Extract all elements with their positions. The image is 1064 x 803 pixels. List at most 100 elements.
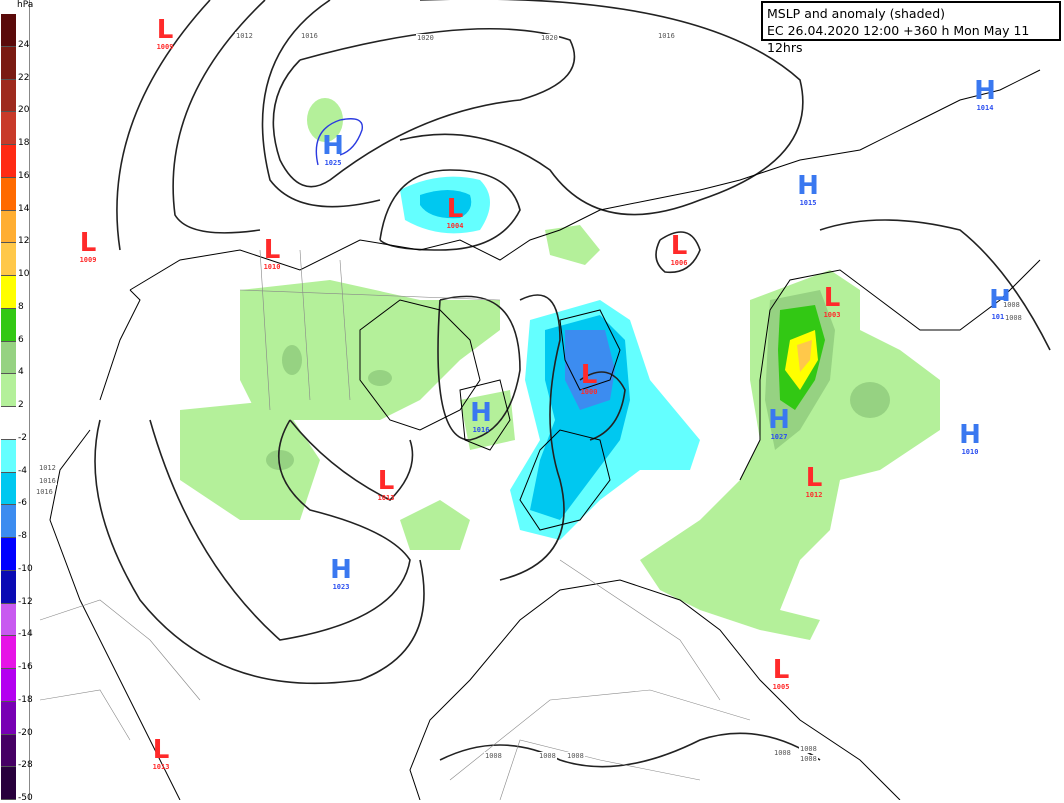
pressure-value: 1004 bbox=[446, 222, 464, 230]
pressure-symbol: H bbox=[768, 405, 790, 435]
colorbar-segment bbox=[1, 14, 16, 47]
pressure-symbol: H bbox=[959, 420, 981, 450]
pressure-value: 1013 bbox=[152, 763, 170, 771]
colorbar-segment bbox=[1, 570, 16, 604]
pressure-symbol: H bbox=[322, 131, 344, 161]
pressure-symbol: H bbox=[330, 555, 352, 585]
pressure-value: 1000 bbox=[580, 388, 598, 396]
low-pressure-center: L 1009 bbox=[157, 17, 174, 52]
isobar-label: 1008 bbox=[1004, 314, 1023, 322]
colorbar-segment bbox=[1, 210, 16, 244]
pressure-value: 1025 bbox=[324, 159, 342, 167]
high-pressure-center: H 1010 bbox=[959, 422, 981, 457]
colorbar-segment bbox=[1, 145, 16, 178]
colorbar-tick-label: -4 bbox=[18, 465, 27, 476]
pressure-value: 1010 bbox=[961, 448, 979, 456]
pressure-value: 1016 bbox=[472, 426, 490, 434]
isobar-label: 1012 bbox=[235, 32, 254, 40]
colorbar-segment bbox=[1, 79, 16, 113]
pressure-symbol: H bbox=[797, 171, 819, 201]
isobar-label: 1008 bbox=[773, 749, 792, 757]
colorbar-tick-label: -14 bbox=[18, 629, 33, 640]
pressure-value: 1014 bbox=[976, 104, 994, 112]
colorbar-tick-label: -10 bbox=[18, 563, 33, 574]
pressure-symbol: L bbox=[79, 228, 97, 258]
colorbar-tick-label: 6 bbox=[18, 334, 24, 345]
high-pressure-center: H 1023 bbox=[330, 557, 352, 592]
pressure-symbol: L bbox=[772, 655, 790, 685]
colorbar-tick-label: 24 bbox=[18, 39, 30, 50]
colorbar-unit: hPa bbox=[17, 0, 34, 10]
isobar-label: 1008 bbox=[799, 755, 818, 763]
pressure-value: 1012 bbox=[805, 491, 823, 499]
pressure-symbol: L bbox=[156, 15, 174, 45]
low-pressure-center: L 1013 bbox=[378, 468, 395, 503]
anomaly-shading bbox=[180, 98, 940, 640]
colorbar-segment bbox=[1, 472, 16, 506]
colorbar-tick-label: 2 bbox=[18, 400, 24, 410]
pressure-value: 1013 bbox=[377, 494, 395, 502]
colorbar-segment bbox=[1, 767, 16, 800]
low-pressure-center: L 1005 bbox=[773, 657, 790, 692]
colorbar-segment bbox=[1, 374, 16, 407]
pressure-symbol: L bbox=[263, 235, 281, 265]
colorbar-segment bbox=[1, 276, 16, 309]
colorbar-tick-label: -8 bbox=[18, 531, 27, 541]
isobar-label: 1020 bbox=[540, 34, 559, 42]
colorbar-tick-label: -12 bbox=[18, 596, 33, 607]
coastlines bbox=[49, 69, 1041, 800]
isobar-label: 1008 bbox=[799, 745, 818, 753]
isobar-label: 1020 bbox=[416, 34, 435, 42]
colorbar-segment bbox=[1, 341, 16, 375]
pressure-symbol: L bbox=[670, 231, 688, 261]
pressure-value: 1013 bbox=[991, 313, 1009, 321]
colorbar-tick-label: -2 bbox=[18, 432, 27, 443]
pressure-symbol: L bbox=[580, 360, 598, 390]
colorbar-tick-label: 12 bbox=[18, 236, 30, 247]
pressure-value: 1010 bbox=[263, 263, 281, 271]
colorbar-segment bbox=[1, 112, 16, 145]
colorbar-segment bbox=[1, 734, 16, 768]
colorbar-segment bbox=[1, 177, 16, 211]
high-pressure-center: H 1014 bbox=[974, 78, 996, 113]
colorbar-tick-label: -50 bbox=[18, 793, 33, 803]
low-pressure-center: L 1000 bbox=[581, 362, 598, 397]
pressure-symbol: L bbox=[152, 735, 170, 765]
low-pressure-center: L 1012 bbox=[806, 465, 823, 500]
low-pressure-center: L 1010 bbox=[264, 237, 281, 272]
isobar-label: 1016 bbox=[657, 32, 676, 40]
isobar-label: 1008 bbox=[566, 752, 585, 760]
colorbar-legend: hPa 24 22 20 18 16 14 12 10 8 6 4 2 -2 -4 -6 -8 -10 -12 -1… bbox=[0, 0, 34, 803]
colorbar-tick-label: 22 bbox=[18, 72, 30, 83]
pressure-symbol: L bbox=[823, 283, 841, 313]
isobar-label: 1016 bbox=[35, 488, 54, 496]
isobar-label: 1008 bbox=[1002, 301, 1021, 309]
colorbar-segment bbox=[1, 538, 16, 571]
pressure-value: 1027 bbox=[770, 433, 788, 441]
pressure-symbol: H bbox=[974, 76, 996, 106]
colorbar-segment bbox=[1, 308, 16, 342]
low-pressure-center: L 1003 bbox=[824, 285, 841, 320]
map-layer bbox=[39, 0, 1051, 800]
isobar-label: 1008 bbox=[538, 752, 557, 760]
colorbar-tick-label: 10 bbox=[18, 269, 30, 279]
colorbar-segment bbox=[1, 603, 16, 637]
colorbar-segment bbox=[1, 701, 16, 735]
chart-subtitle: EC 26.04.2020 12:00 +360 h Mon May 11 12… bbox=[767, 23, 1030, 55]
colorbar-segment bbox=[1, 243, 16, 276]
colorbar-tick-label: 14 bbox=[18, 203, 30, 214]
colorbar-tick-label: 4 bbox=[18, 367, 24, 378]
colorbar-tick-label: -18 bbox=[18, 694, 33, 705]
colorbar-tick-label: -20 bbox=[18, 727, 33, 738]
high-pressure-center: H 1025 bbox=[322, 133, 344, 168]
low-pressure-center: L 1013 bbox=[153, 737, 170, 772]
pressure-symbol: L bbox=[446, 194, 464, 224]
pressure-value: 1023 bbox=[332, 583, 350, 591]
pressure-symbol: H bbox=[989, 285, 1011, 315]
colorbar-tick-label: 16 bbox=[18, 170, 30, 181]
low-pressure-center: L 1006 bbox=[671, 233, 688, 268]
pressure-value: 1009 bbox=[156, 43, 174, 51]
colorbar-segment bbox=[1, 407, 16, 440]
pressure-symbol: L bbox=[805, 463, 823, 493]
isobar-label: 1012 bbox=[38, 464, 57, 472]
